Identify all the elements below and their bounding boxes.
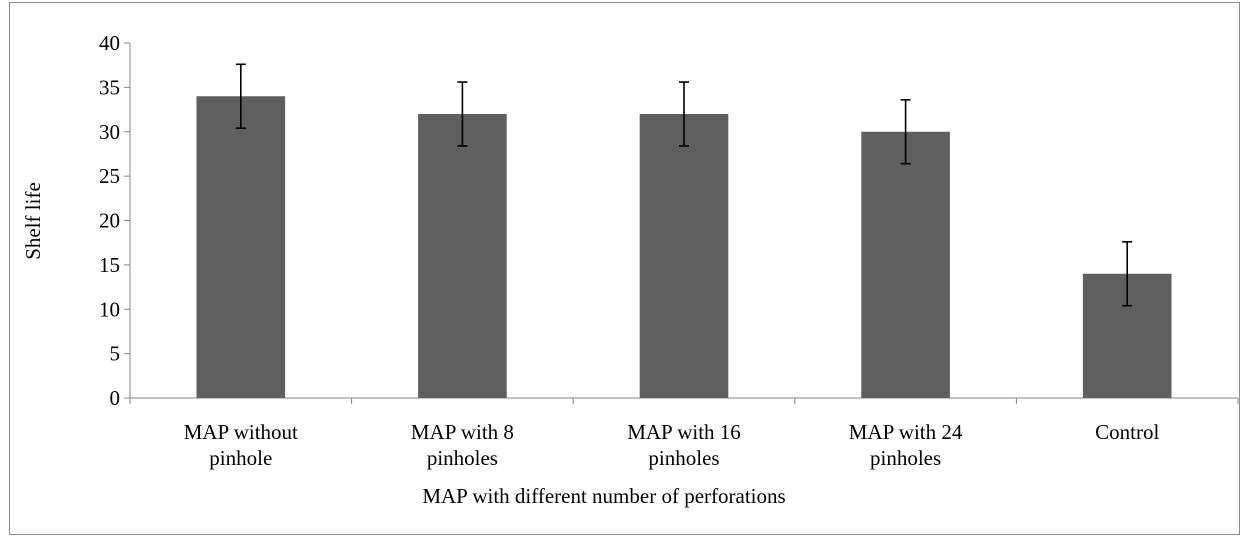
y-tick-label: 5	[110, 342, 121, 366]
x-tick-label: Control	[1095, 420, 1159, 444]
x-tick-label: pinholes	[427, 446, 498, 470]
y-axis: 0 5 10 15 20 25 30 35 40	[99, 31, 131, 410]
y-tick-label: 20	[99, 209, 120, 233]
x-tick-label: pinholes	[648, 446, 719, 470]
y-tick-label: 15	[99, 253, 120, 277]
x-tick-label: pinholes	[870, 446, 941, 470]
y-tick-label: 35	[99, 75, 120, 99]
y-tick-label: 25	[99, 164, 120, 188]
x-tick-label: MAP with 16	[627, 420, 741, 444]
y-tick-label: 10	[99, 297, 120, 321]
x-tick-label: MAP with 24	[849, 420, 963, 444]
bar	[861, 131, 950, 398]
y-axis-label: Shelf life	[21, 182, 45, 260]
x-tick-label: pinhole	[209, 446, 272, 470]
bar	[639, 114, 729, 398]
y-tick-label: 40	[99, 31, 120, 55]
error-bars	[235, 63, 1133, 307]
bar	[196, 96, 286, 398]
x-tick-label: MAP without	[184, 420, 298, 444]
bar	[418, 114, 507, 398]
x-tick-label: MAP with 8	[411, 420, 514, 444]
y-tick-label: 0	[110, 386, 121, 410]
x-axis-label: MAP with different number of perforation…	[422, 484, 785, 508]
y-tick-label: 30	[99, 120, 120, 144]
bars	[196, 96, 1172, 398]
x-axis	[129, 397, 1239, 404]
